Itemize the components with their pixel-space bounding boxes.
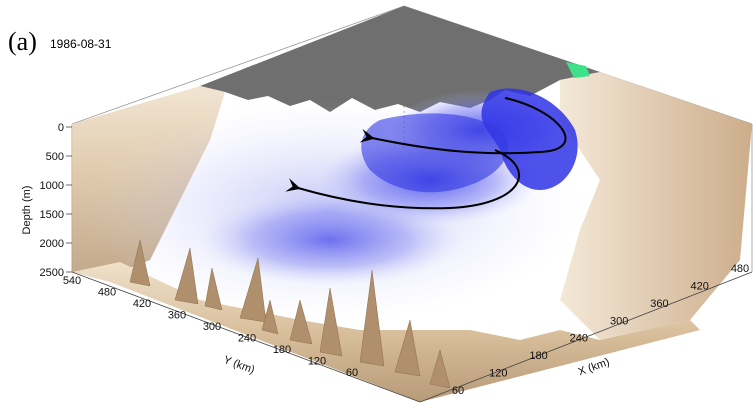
box-front-edges [71,271,753,403]
y-tick-label: 420 [133,298,151,310]
depth-tick-label: 2500 [40,267,64,279]
depth-tick-label: 0 [58,122,64,134]
depth-axis: 0 500 1000 1500 2000 2500 Depth (m) [21,122,72,279]
x-tick-label: 360 [650,298,668,310]
y-tick-label: 480 [98,287,116,299]
water-mass-plume [481,88,578,190]
ice-edge-patch [566,62,590,78]
x-tick-label: 120 [489,368,507,380]
x-tick-label: 300 [610,315,628,327]
right-shelf [560,72,752,340]
land-surface [200,6,600,112]
seamounts [129,239,451,389]
water-mass-lower [200,195,460,285]
depth-tick-label: 1500 [40,209,64,221]
panel-label: (a) [8,27,37,56]
y-tick-label: 180 [273,344,291,356]
y-tick-label: 360 [168,310,186,322]
depth-tick-label: 500 [46,151,64,163]
depth-tick-label: 1000 [40,180,64,192]
y-tick-label: 540 [63,275,81,287]
y-tick-label: 60 [346,367,358,379]
y-axis-label: Y (km) [222,354,256,376]
water-mass-shelf-channel [361,113,509,193]
x-tick-label: 60 [452,385,464,397]
flow-arrow-upper [359,97,567,155]
depth-tick-label: 2000 [40,238,64,250]
x-tick-label: 480 [731,263,749,275]
y-tick-label: 240 [238,333,256,345]
y-tick-label: 300 [203,321,221,333]
date-label: 1986-08-31 [50,37,112,51]
depth-axis-label: Depth (m) [21,186,33,235]
x-tick-label: 180 [529,350,547,362]
y-tick-label: 120 [308,356,326,368]
seafloor [72,262,700,402]
x-tick-label: 240 [570,333,588,345]
flow-arrow-lower [285,149,520,210]
x-tick-label: 420 [691,280,709,292]
